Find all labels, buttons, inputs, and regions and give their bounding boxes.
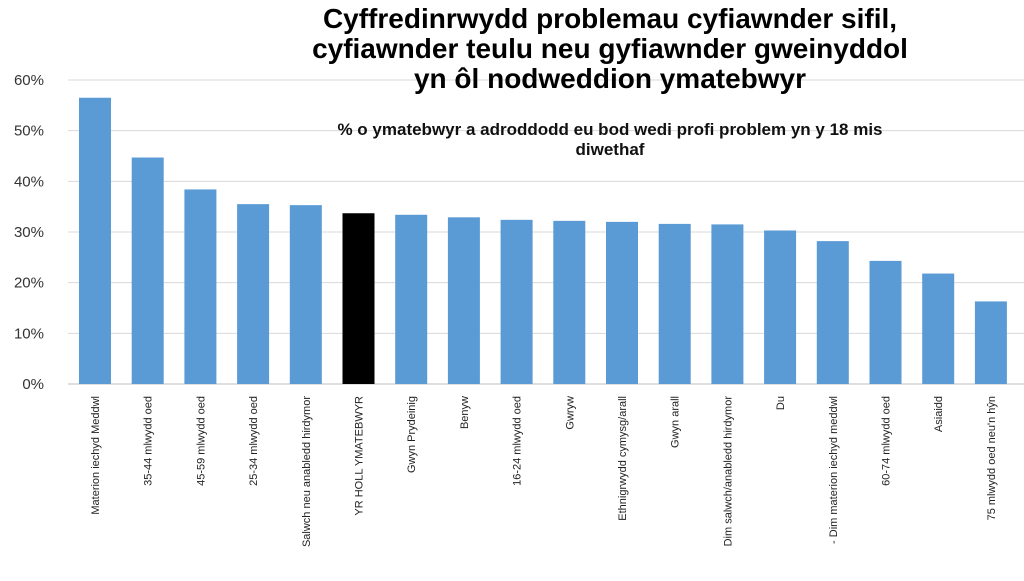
chart-subtitle: % o ymatebwyr a adroddodd eu bod wedi pr… [337,120,883,159]
bar [289,205,322,384]
bar [447,217,480,384]
bar [395,214,428,384]
x-tick-label: Ethnigrwydd cymysg/arall [617,396,629,521]
x-tick-label: 16-24 mlwydd oed [512,396,524,486]
x-tick-label: Du [775,396,787,410]
bar [553,220,586,384]
x-tick-label: Benyw [459,396,471,429]
y-tick-label: 50% [14,123,44,140]
bar [658,223,691,384]
y-tick-label: 10% [14,325,44,342]
bar [606,221,638,384]
bar [500,219,533,384]
y-tick-label: 40% [14,173,44,190]
y-tick-label: 30% [14,224,44,241]
x-tick-label: 75 mlwydd oed neu'n hŷn [986,396,998,520]
x-axis-labels: Materion iechyd Meddwl 35-44 mlwydd oed 45… [90,396,998,547]
bar [711,224,744,384]
x-tick-label: 35-44 mlwydd oed [143,396,155,486]
bar [764,230,797,384]
gridlines [68,79,1024,385]
x-tick-label: Gwyn arall [670,396,682,448]
bar [184,189,217,384]
x-tick-label: Materion iechyd Meddwl [90,396,102,515]
bar [342,213,375,384]
y-axis-ticks: 0% 10% 20% 30% 40% 50% 60% [14,72,44,393]
y-tick-label: 20% [14,275,44,292]
x-tick-label: 60-74 mlwydd oed [881,396,893,486]
bar [869,260,902,384]
y-tick-label: 60% [14,72,44,89]
x-tick-label: Dim salwch/anabledd hirdymor [722,396,734,547]
x-tick-label: 25-34 mlwydd oed [248,396,260,486]
x-tick-label: - Dim materion iechyd meddwl [828,396,840,544]
bar [816,241,849,384]
x-tick-label: YR HOLL YMATEBWYR [354,396,366,516]
bar [974,301,1007,384]
bar [131,157,164,384]
bars [79,97,1007,384]
x-tick-label: Salwch neu anabledd hirdymor [301,396,313,547]
x-tick-label: Gwryw [564,396,576,430]
chart-title: Cyffredinrwydd problemau cyfiawnder sifi… [312,3,908,94]
x-tick-label: Asiaidd [933,396,945,432]
x-tick-label: 45-59 mlwydd oed [195,396,207,486]
bar [237,204,270,384]
bar [79,97,111,384]
x-tick-label: Gwyn Prydeinig [406,396,418,473]
y-tick-label: 0% [22,376,44,393]
bar [922,273,955,384]
